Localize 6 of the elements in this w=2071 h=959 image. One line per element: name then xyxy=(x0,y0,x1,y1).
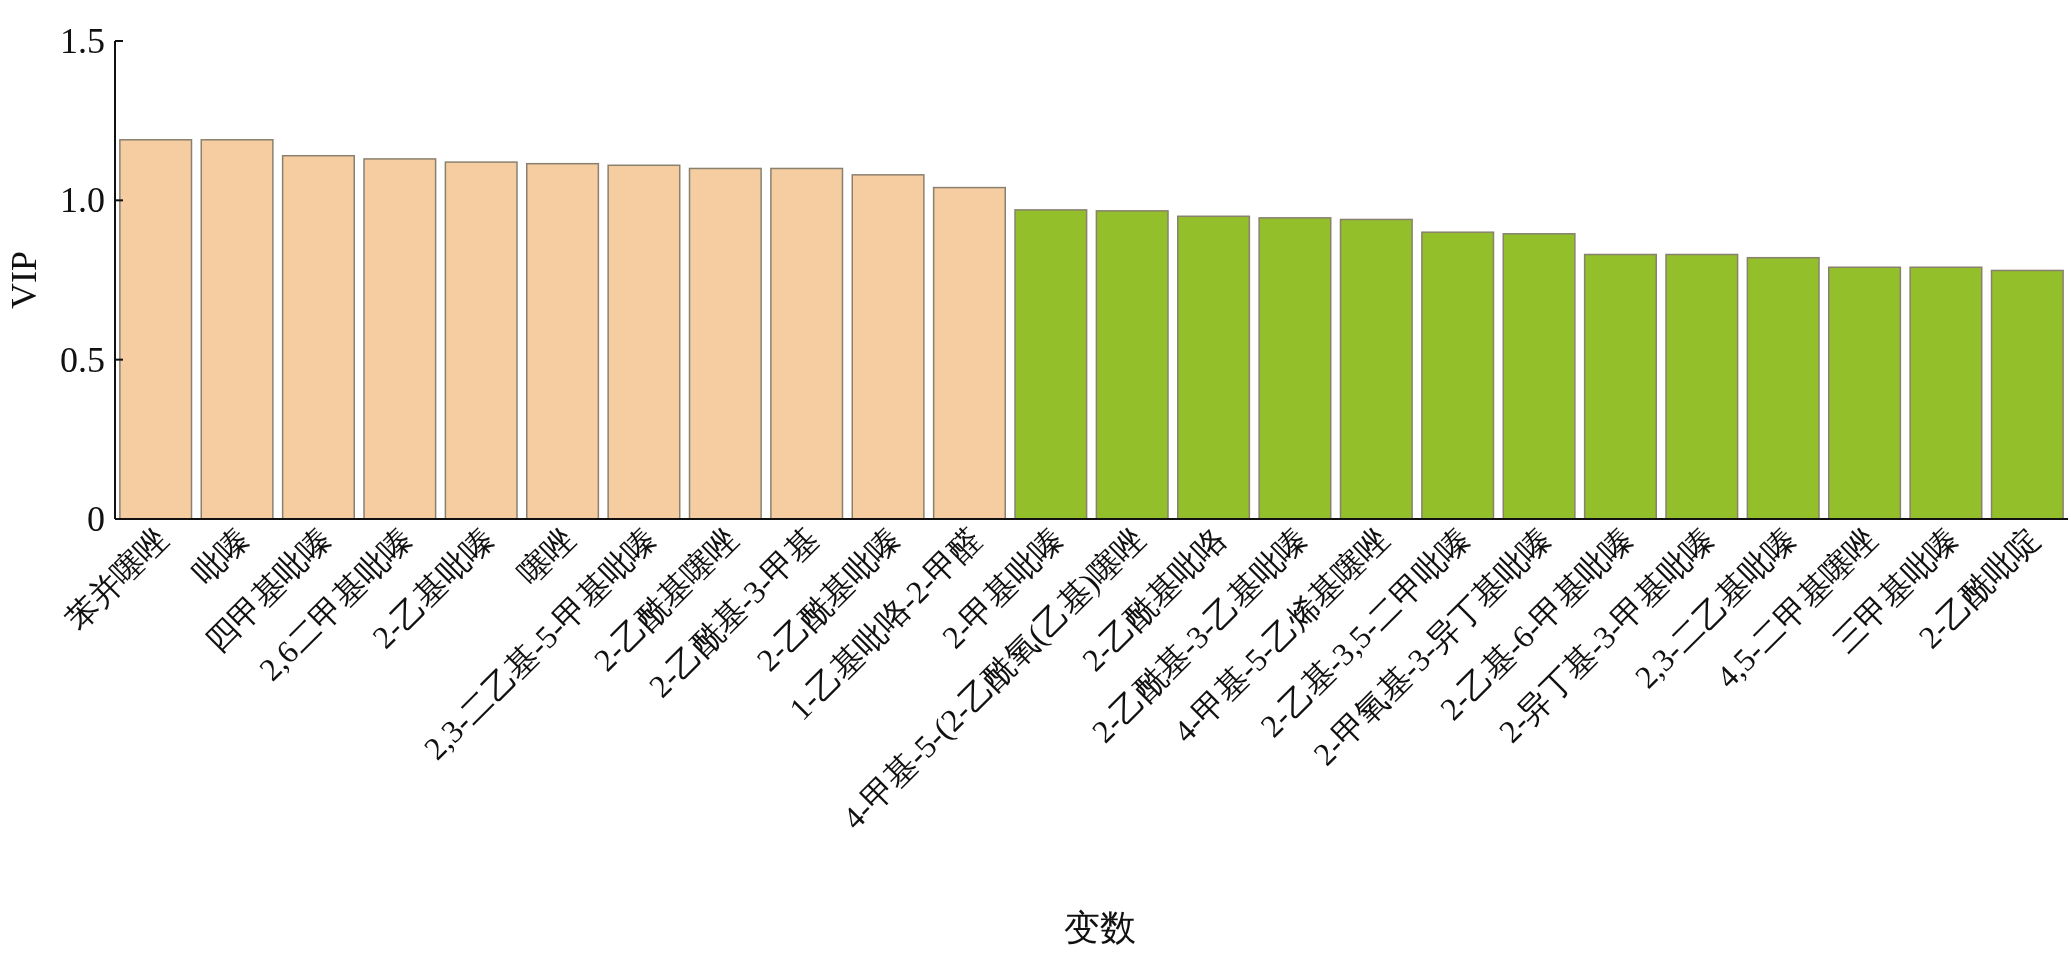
y-tick-label: 1.0 xyxy=(60,180,105,221)
y-axis-title: VIP xyxy=(4,250,44,310)
x-axis-title: 变数 xyxy=(1064,908,1136,948)
y-tick-label: 0 xyxy=(87,499,105,539)
y-tick-label: 0.5 xyxy=(60,339,105,380)
y-tick-label: 1.5 xyxy=(60,21,105,61)
